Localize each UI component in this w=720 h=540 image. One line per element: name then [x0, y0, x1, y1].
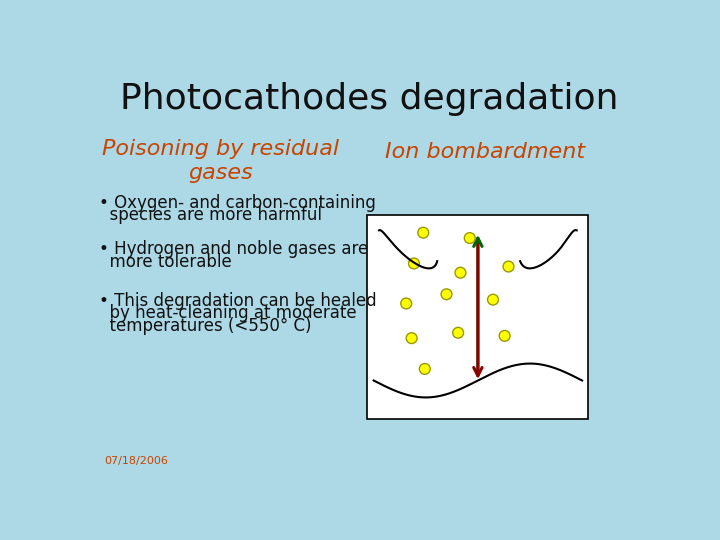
- Circle shape: [455, 267, 466, 278]
- Bar: [367, 215, 588, 419]
- Text: Ion bombardment: Ion bombardment: [385, 142, 585, 162]
- Text: by heat-cleaning at moderate: by heat-cleaning at moderate: [99, 304, 357, 322]
- Text: • Hydrogen and noble gases are: • Hydrogen and noble gases are: [99, 240, 369, 258]
- Circle shape: [464, 233, 475, 244]
- Text: Photocathodes degradation: Photocathodes degradation: [120, 83, 618, 117]
- Circle shape: [408, 258, 419, 269]
- Circle shape: [419, 363, 431, 374]
- Text: 07/18/2006: 07/18/2006: [104, 456, 168, 467]
- Circle shape: [453, 327, 464, 338]
- Circle shape: [418, 227, 428, 238]
- Circle shape: [401, 298, 412, 309]
- Circle shape: [441, 289, 452, 300]
- Text: temperatures (<550° C): temperatures (<550° C): [99, 316, 312, 335]
- Text: Poisoning by residual
gases: Poisoning by residual gases: [102, 139, 338, 183]
- Circle shape: [487, 294, 498, 305]
- Circle shape: [406, 333, 417, 343]
- Circle shape: [503, 261, 514, 272]
- Text: more tolerable: more tolerable: [99, 253, 232, 271]
- Circle shape: [499, 330, 510, 341]
- Text: species are more harmful: species are more harmful: [99, 206, 323, 225]
- Text: • Oxygen- and carbon-containing: • Oxygen- and carbon-containing: [99, 194, 376, 212]
- Text: • This degradation can be healed: • This degradation can be healed: [99, 292, 377, 310]
